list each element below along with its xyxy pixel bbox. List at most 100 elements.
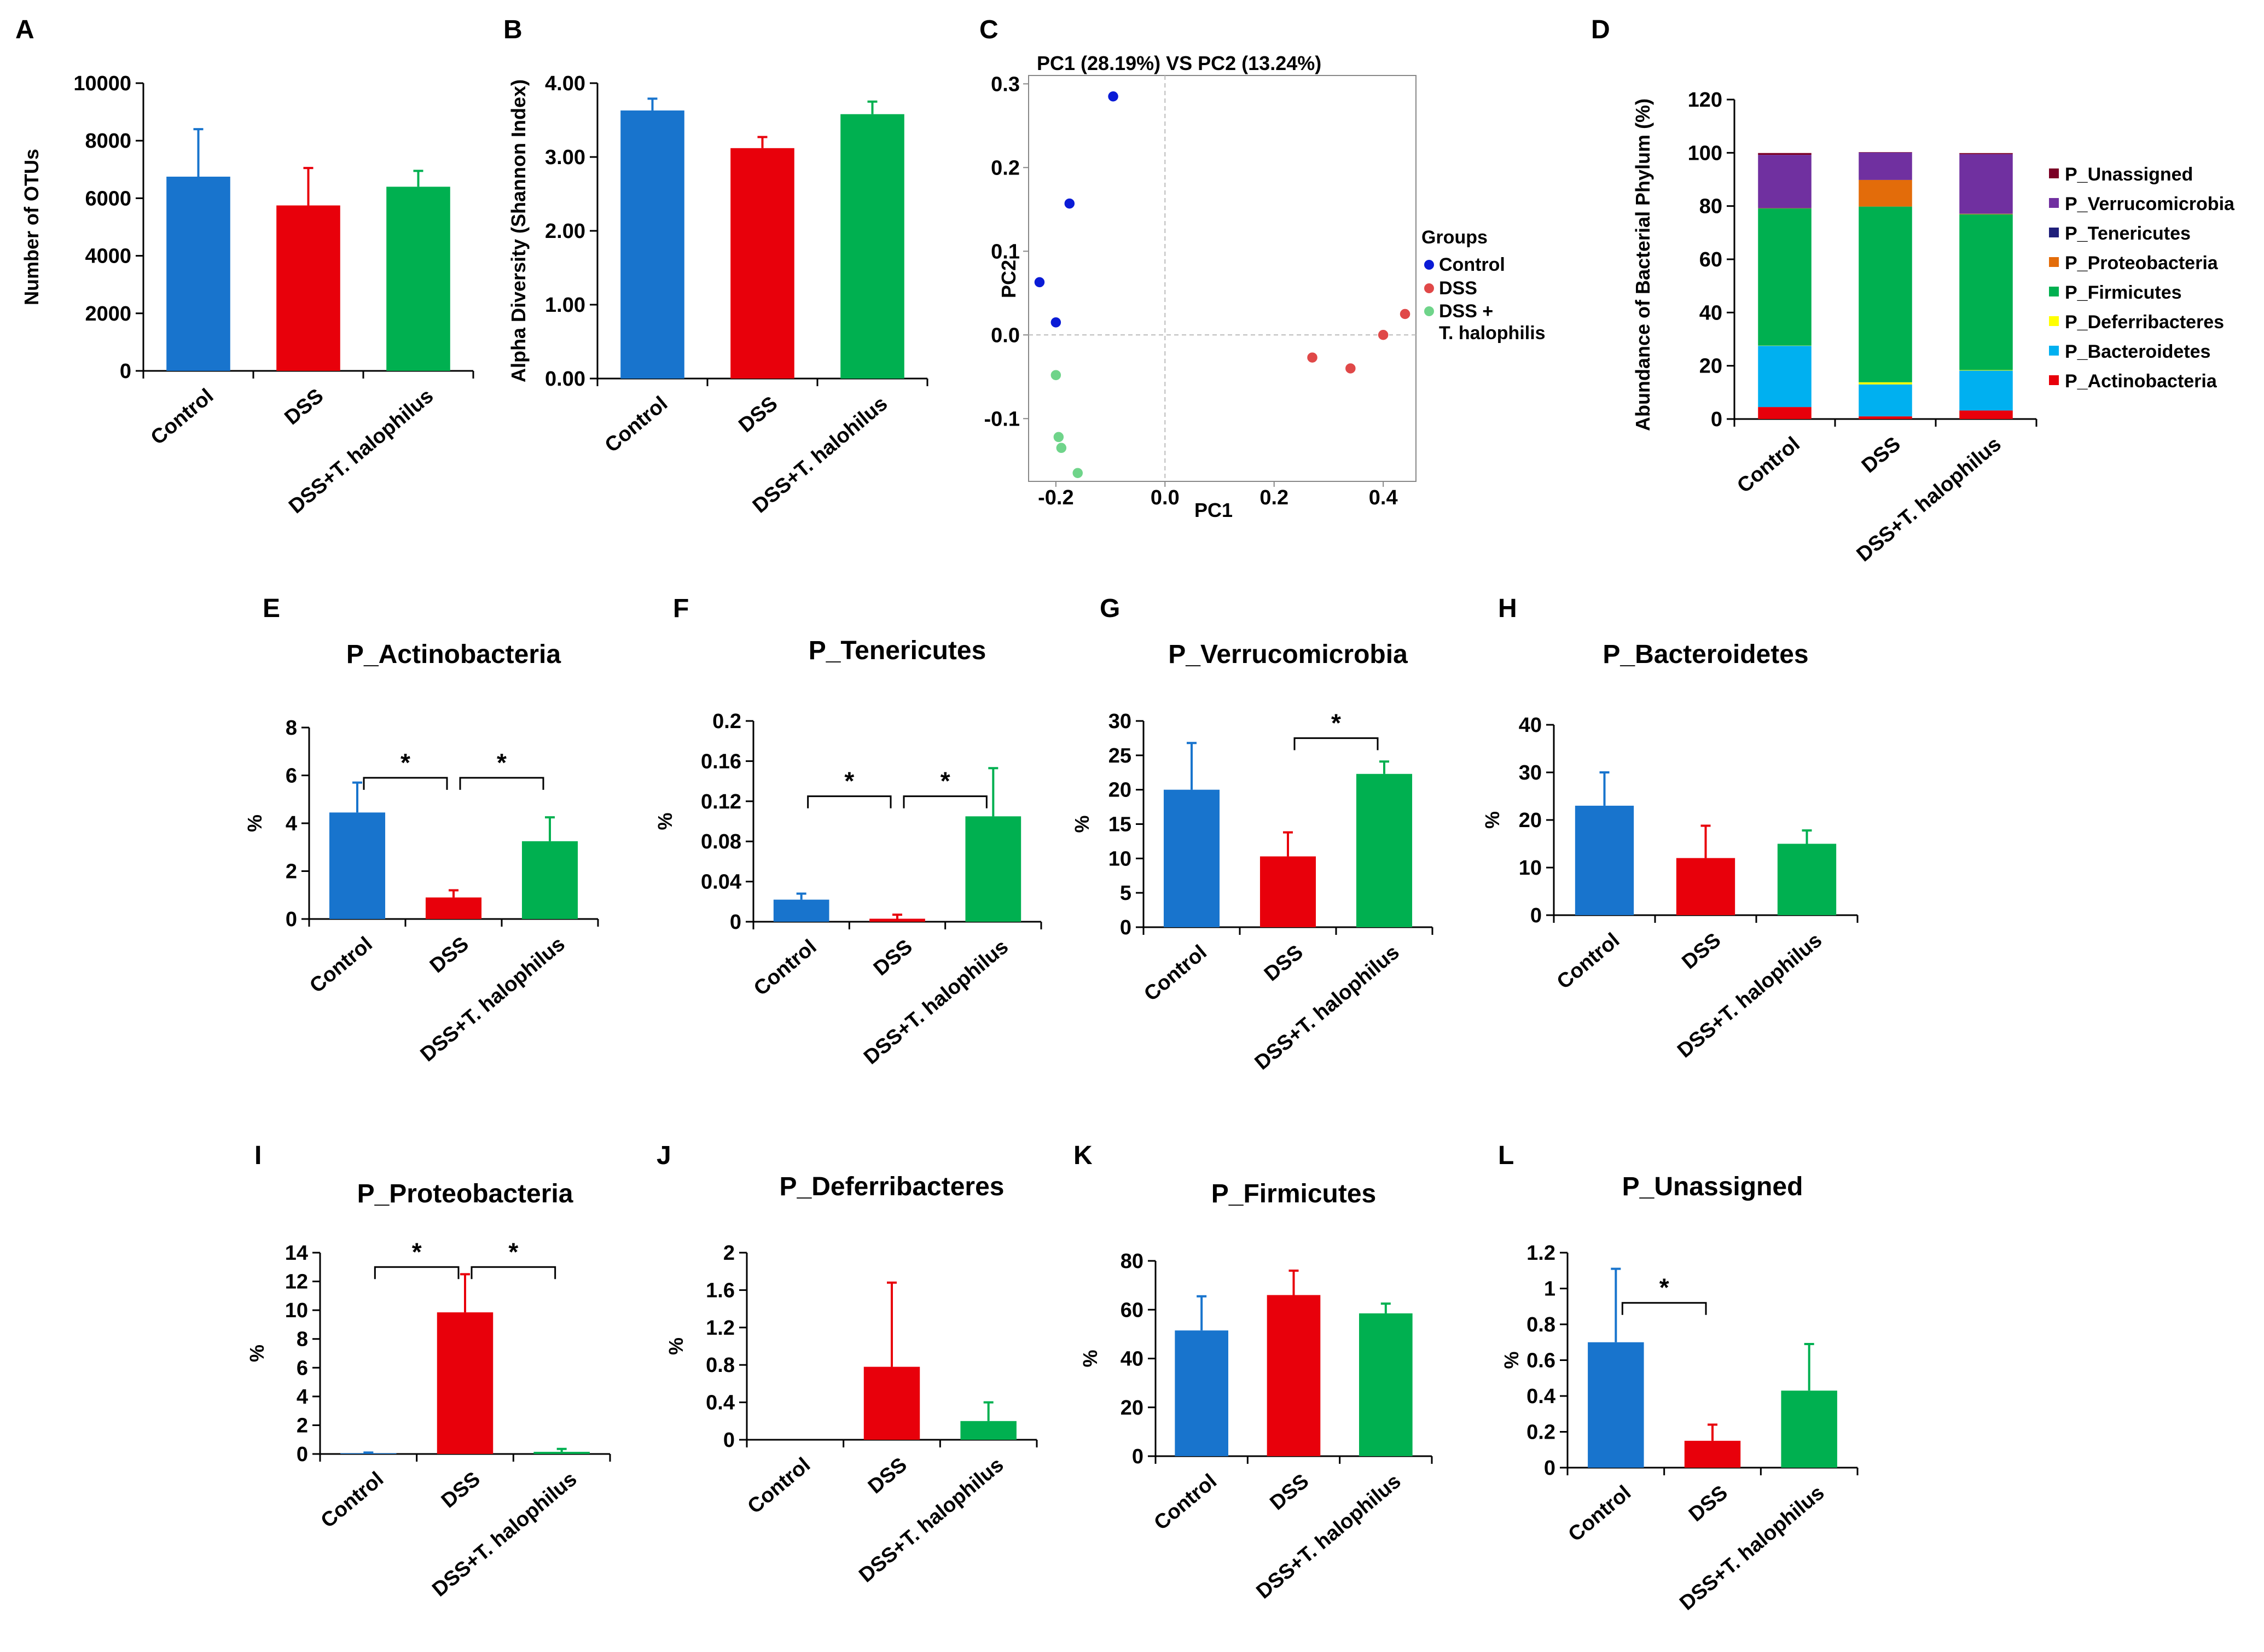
scatter-point-dss [1053, 431, 1065, 443]
scatter-point-dss [1377, 329, 1389, 341]
bar-dss [863, 1366, 920, 1440]
y-tick-label: 0.3 [991, 73, 1020, 96]
chart-panel-j: J P_Deferribacteres 0 0.4 0.8 1.2 1.6 2% Control… [657, 1141, 1038, 1587]
y-axis-label: Abundance of Bacterial Phylum (%) [1632, 98, 1654, 431]
legend-marker [1424, 283, 1434, 293]
legend-swatch [2049, 228, 2059, 237]
y-tick-label: 2 [297, 1414, 308, 1437]
x-category-label: DSS [864, 1453, 912, 1498]
significance-bracket [471, 1266, 556, 1279]
x-category-label: DSS [280, 385, 328, 429]
legend-swatch [2049, 316, 2059, 326]
bar-dss-t-halophilus [386, 187, 450, 371]
bar-control [329, 812, 386, 919]
y-tick-label: 0 [1711, 408, 1722, 431]
panel-label-h: H [1498, 594, 1517, 623]
chart-title: P_Deferribacteres [780, 1172, 1005, 1201]
panel-label-j: J [657, 1141, 671, 1170]
legend-swatch [2049, 168, 2059, 178]
plot-frame [1028, 75, 1417, 482]
x-category-label: DSS [1857, 433, 1905, 478]
y-tick-label: 60 [1699, 248, 1722, 271]
y-axis-label: PC2 [997, 260, 1020, 298]
x-category-label: Control [744, 1453, 815, 1519]
y-axis-label: % [1071, 815, 1093, 833]
y-tick-label: 80 [1121, 1250, 1143, 1273]
x-category-label: Control [1553, 929, 1624, 994]
legend-entry: P_Tenericutes [2065, 223, 2191, 244]
panel-label-k: K [1073, 1141, 1093, 1170]
bar-control [1588, 1342, 1644, 1468]
significance-bracket [903, 795, 988, 808]
stack-segment-p-firmicutes [1959, 214, 2013, 370]
x-category-label: Control [317, 1468, 388, 1533]
bar-dss [425, 897, 482, 919]
panel-label-i: I [254, 1141, 262, 1170]
y-tick-label: 0.2 [712, 710, 741, 733]
legend-entry: P_Firmicutes [2065, 282, 2182, 303]
y-tick-label: 1 [1544, 1278, 1555, 1301]
bar-dss [1676, 858, 1735, 915]
y-tick-label: 0 [730, 911, 741, 934]
y-tick-label: 10000 [73, 72, 131, 95]
y-tick-label: 0 [1120, 916, 1131, 939]
y-tick-label: 120 [1688, 89, 1722, 112]
y-tick-label: 80 [1699, 195, 1722, 218]
significance-star: * [844, 767, 854, 795]
y-axis-label: % [1481, 811, 1503, 829]
chart-title: P_Actinobacteria [346, 640, 561, 669]
y-tick-label: 4 [297, 1386, 308, 1409]
y-tick-label: 25 [1108, 744, 1131, 767]
y-tick-label: 1.6 [706, 1279, 735, 1302]
y-axis-label: % [246, 1345, 268, 1362]
y-tick-label: 0.00 [545, 368, 585, 391]
chart-title: P_Bacteroidetes [1603, 640, 1808, 669]
stack-segment-p-verrucomicrobia [1859, 152, 1912, 180]
y-tick-label: -0.1 [984, 408, 1020, 431]
y-tick-label: 0.8 [1526, 1313, 1555, 1336]
panel-label-l: L [1498, 1141, 1514, 1170]
bar-dss-t-halophilus [1359, 1313, 1413, 1456]
y-tick-label: 0.0 [991, 324, 1020, 347]
legend-swatch [2049, 346, 2059, 356]
y-tick-label: 20 [1108, 779, 1131, 802]
y-tick-label: 20 [1519, 809, 1542, 832]
bar-dss-t-halohilus [840, 114, 904, 379]
bar-control [773, 899, 829, 922]
stack-segment-p-bacteroidetes [1859, 384, 1912, 417]
x-tick-label: 0.0 [1151, 486, 1180, 509]
chart-panel-g: G P_Verrucomicrobia 0 5 10 15 20 25 30% Control DS… [1071, 594, 1433, 1074]
bar-dss-t-halophilus [960, 1421, 1017, 1440]
x-category-label: Control [147, 385, 218, 450]
y-tick-label: 2000 [85, 303, 131, 325]
y-axis-label: % [665, 1337, 687, 1355]
x-category-label: DSS [1685, 1481, 1732, 1526]
x-category-label: Control [750, 935, 821, 1000]
y-tick-label: 0 [286, 908, 297, 931]
y-tick-label: 20 [1121, 1397, 1143, 1420]
stack-segment-p-bacteroidetes [1758, 346, 1812, 408]
y-tick-label: 0 [297, 1443, 308, 1466]
stack-segment-p-actinobacteria [1859, 416, 1912, 419]
stack-segment-p-firmicutes [1859, 206, 1912, 382]
significance-bracket [459, 777, 544, 790]
panel-label-d: D [1591, 15, 1610, 44]
y-tick-label: 1.00 [545, 294, 585, 317]
chart-panel-l: L P_Unassigned 0 0.2 0.4 0.6 0.8 1 1.2% Control DS… [1498, 1141, 1859, 1615]
panel-label-f: F [673, 594, 689, 623]
y-tick-label: 8 [286, 717, 297, 740]
y-tick-label: 0.2 [1526, 1421, 1555, 1444]
bar-dss [437, 1312, 494, 1454]
y-tick-label: 0 [1544, 1457, 1555, 1480]
scatter-point-dss [1071, 467, 1084, 479]
bar-control [1175, 1330, 1228, 1456]
bar-dss [869, 918, 925, 922]
significance-star: * [1659, 1273, 1669, 1302]
bar-control [620, 110, 684, 379]
x-category-label: Control [1140, 941, 1211, 1006]
x-category-label: Control [601, 392, 672, 457]
legend-entry: P_Deferribacteres [2065, 312, 2224, 333]
